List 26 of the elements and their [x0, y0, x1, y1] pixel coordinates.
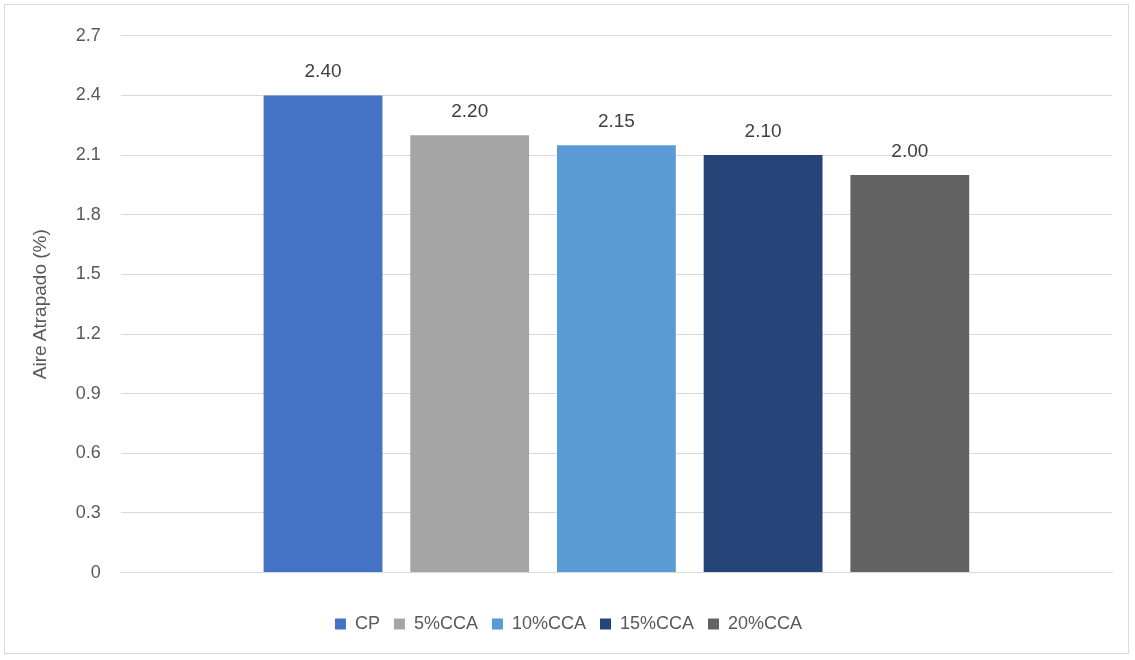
y-tick-label: 0.3 [75, 501, 101, 522]
data-label: 2.20 [451, 99, 489, 121]
legend-label: CP [354, 612, 380, 633]
legend-label: 10%CCA [511, 612, 586, 633]
data-label: 2.40 [304, 60, 342, 82]
y-tick-label: 1.5 [75, 263, 101, 284]
bar [703, 155, 823, 573]
bar [850, 174, 970, 573]
y-tick-label: 2.1 [75, 144, 101, 165]
data-label: 2.00 [891, 139, 929, 161]
y-tick-label: 1.2 [75, 322, 101, 343]
y-tick-label: 2.7 [75, 24, 101, 45]
y-tick-label: 0.6 [75, 442, 101, 463]
y-axis-title: Aire Atrapado (%) [28, 229, 50, 380]
y-tick-label: 2.4 [75, 84, 101, 105]
y-tick-label: 1.8 [75, 203, 101, 224]
legend-label: 20%CCA [728, 612, 803, 633]
legend-label: 15%CCA [620, 612, 695, 633]
legend-label: 5%CCA [413, 612, 478, 633]
data-label: 2.10 [744, 119, 782, 141]
y-tick-label: 0.9 [75, 382, 101, 403]
bar [557, 145, 676, 573]
y-tick-label: 0 [90, 561, 101, 582]
data-label: 2.15 [597, 109, 635, 131]
bar [263, 95, 383, 573]
bar [410, 135, 530, 573]
